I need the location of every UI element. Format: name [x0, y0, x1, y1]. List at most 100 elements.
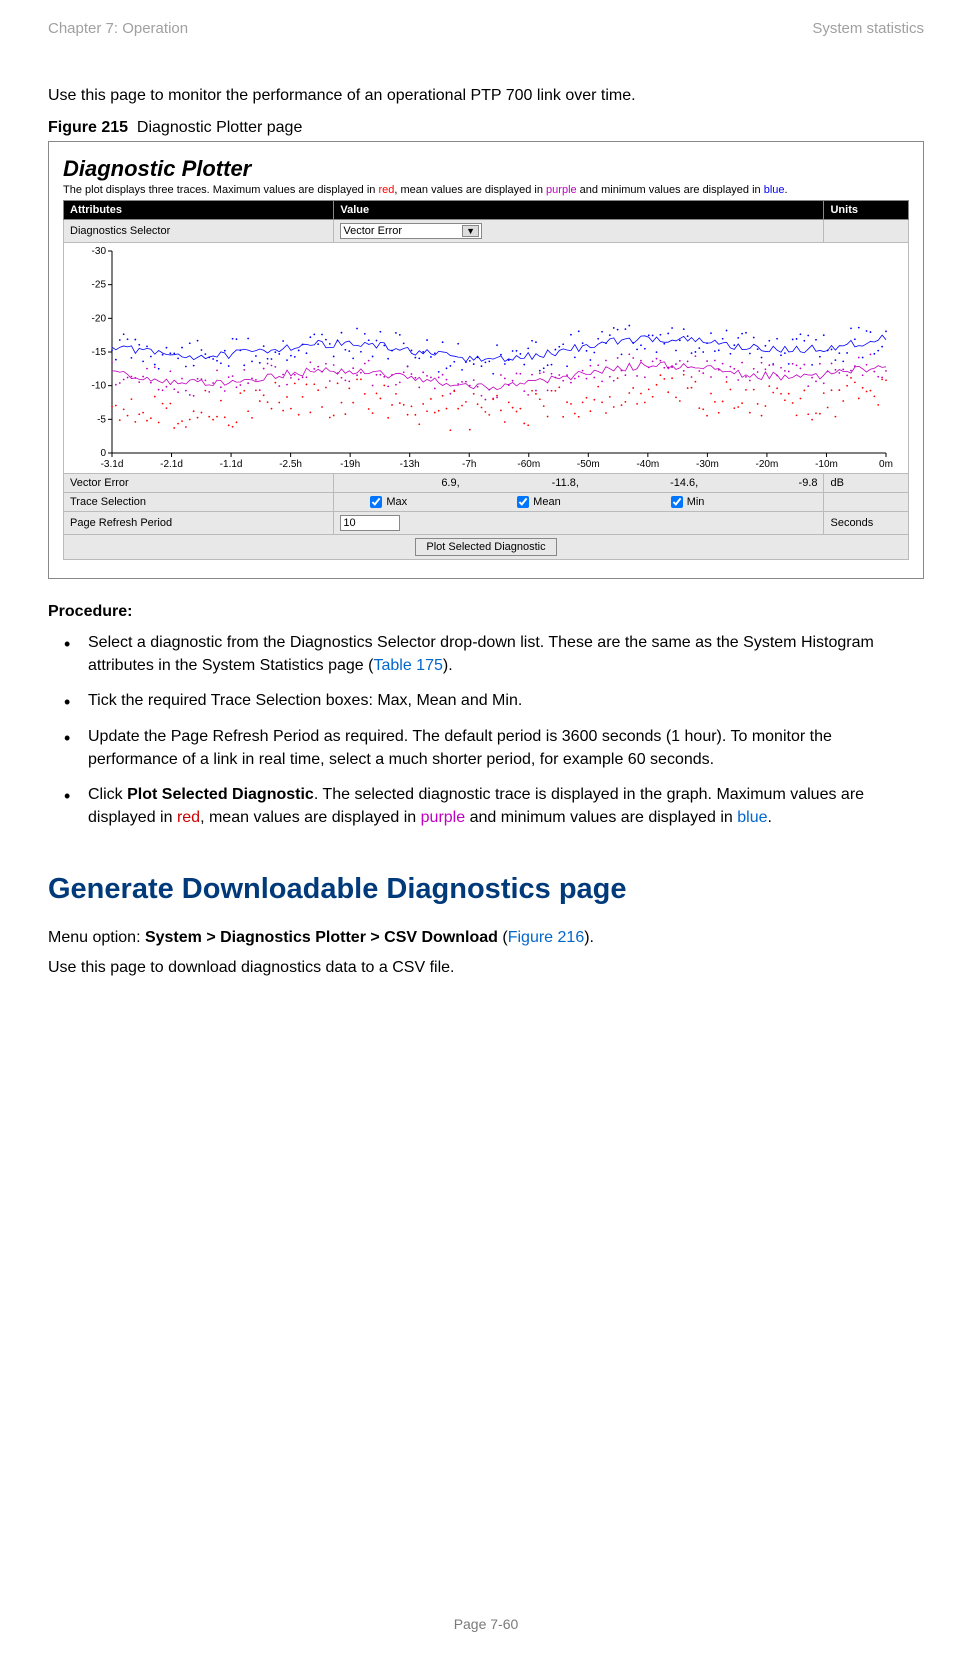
row-vector-error: Vector Error 6.9, -11.8, -14.6, -9.8 dB — [64, 474, 909, 493]
desc-red: red — [378, 184, 394, 196]
proc-item-4: Click Plot Selected Diagnostic. The sele… — [88, 783, 924, 829]
caret-down-icon: ▼ — [462, 225, 479, 237]
header-left: Chapter 7: Operation — [48, 20, 188, 37]
proc1-link[interactable]: Table 175 — [373, 657, 442, 674]
proc4-red: red — [177, 809, 200, 826]
th-attributes: Attributes — [64, 201, 334, 220]
vec-v1: 6.9, — [340, 477, 459, 489]
diag-selector-label: Diagnostics Selector — [64, 220, 334, 243]
chk-min-input[interactable] — [671, 496, 683, 508]
diag-selector-dropdown[interactable]: Vector Error ▼ — [340, 223, 482, 239]
proc4-pre: Click — [88, 786, 127, 803]
diag-selector-value: Vector Error — [343, 225, 402, 237]
vec-v4: -9.8 — [698, 477, 817, 489]
p1-bold: System > Diagnostics Plotter > CSV Downl… — [145, 929, 498, 946]
svg-text:-7h: -7h — [462, 459, 476, 470]
p1-pre: Menu option: — [48, 929, 145, 946]
refresh-units: Seconds — [824, 512, 909, 535]
chart-row: -30 -25 -20 -15 -10 -5 0-3.1d -2.1d -1.1d -2.5h -1… — [64, 243, 909, 474]
svg-text:-2.1d: -2.1d — [160, 459, 183, 470]
proc-item-3: Update the Page Refresh Period as requir… — [88, 725, 924, 771]
proc-item-1: Select a diagnostic from the Diagnostics… — [88, 631, 924, 677]
svg-text:0: 0 — [100, 448, 106, 459]
desc-mid2: and minimum values are displayed in — [577, 184, 764, 196]
proc4-mid2: , mean values are displayed in — [200, 809, 421, 826]
svg-text:-50m: -50m — [577, 459, 600, 470]
header-right: System statistics — [812, 20, 924, 37]
refresh-input[interactable] — [340, 515, 400, 531]
svg-text:-40m: -40m — [636, 459, 659, 470]
desc-blue: blue — [764, 184, 785, 196]
chart-cell: -30 -25 -20 -15 -10 -5 0-3.1d -2.1d -1.1d -2.5h -1… — [64, 243, 909, 474]
diag-chart: -30 -25 -20 -15 -10 -5 0-3.1d -2.1d -1.1d -2.5h -1… — [64, 243, 908, 473]
proc4-mid3: and minimum values are displayed in — [465, 809, 737, 826]
chk-mean-label: Mean — [533, 496, 561, 508]
plotter-desc: The plot displays three traces. Maximum … — [63, 184, 909, 196]
svg-text:-15: -15 — [92, 347, 107, 358]
th-value: Value — [334, 201, 824, 220]
section-p1: Menu option: System > Diagnostics Plotte… — [48, 926, 924, 950]
proc1-pre: Select a diagnostic from the Diagnostics… — [88, 634, 874, 674]
figure-caption: Figure 215 Diagnostic Plotter page — [48, 119, 924, 137]
p1-open: ( — [498, 929, 508, 946]
plot-btn-cell: Plot Selected Diagnostic — [64, 535, 909, 560]
trace-checks: Max Mean Min — [334, 493, 824, 512]
p1-link[interactable]: Figure 216 — [508, 929, 585, 946]
svg-text:-20m: -20m — [756, 459, 779, 470]
proc4-post2: . — [768, 809, 772, 826]
chk-mean[interactable]: Mean — [517, 496, 561, 508]
desc-post: . — [785, 184, 788, 196]
svg-text:-30: -30 — [92, 246, 107, 257]
svg-text:-3.1d: -3.1d — [101, 459, 124, 470]
procedure-list: Select a diagnostic from the Diagnostics… — [48, 631, 924, 829]
p1-close: ). — [584, 929, 594, 946]
chk-max-label: Max — [386, 496, 407, 508]
chk-mean-input[interactable] — [517, 496, 529, 508]
diag-table: Attributes Value Units Diagnostics Selec… — [63, 200, 909, 560]
vec-values: 6.9, -11.8, -14.6, -9.8 — [334, 474, 824, 493]
proc1-post: ). — [443, 657, 453, 674]
svg-text:-2.5h: -2.5h — [279, 459, 302, 470]
page-header: Chapter 7: Operation System statistics — [48, 20, 924, 37]
section-heading: Generate Downloadable Diagnostics page — [48, 873, 924, 906]
chk-max[interactable]: Max — [370, 496, 407, 508]
svg-text:0m: 0m — [879, 459, 893, 470]
svg-text:-5: -5 — [97, 414, 106, 425]
chk-min-label: Min — [687, 496, 705, 508]
desc-purple: purple — [546, 184, 577, 196]
diag-selector-cell: Vector Error ▼ — [334, 220, 824, 243]
row-diag-selector: Diagnostics Selector Vector Error ▼ — [64, 220, 909, 243]
desc-pre: The plot displays three traces. Maximum … — [63, 184, 378, 196]
vec-v3: -14.6, — [579, 477, 698, 489]
row-plot-btn: Plot Selected Diagnostic — [64, 535, 909, 560]
chk-min[interactable]: Min — [671, 496, 705, 508]
svg-text:-10m: -10m — [815, 459, 838, 470]
intro-text: Use this page to monitor the performance… — [48, 87, 924, 105]
proc4-bold: Plot Selected Diagnostic — [127, 786, 314, 803]
desc-mid1: , mean values are displayed in — [394, 184, 546, 196]
svg-text:-10: -10 — [92, 381, 107, 392]
vec-v2: -11.8, — [460, 477, 579, 489]
row-refresh: Page Refresh Period Seconds — [64, 512, 909, 535]
refresh-value-cell — [334, 512, 824, 535]
svg-text:-20: -20 — [92, 313, 107, 324]
figure-caption-text: Diagnostic Plotter page — [137, 119, 302, 136]
svg-text:-1.1d: -1.1d — [220, 459, 243, 470]
diag-header-row: Attributes Value Units — [64, 201, 909, 220]
figure-label: Figure 215 — [48, 119, 128, 136]
vec-label: Vector Error — [64, 474, 334, 493]
plot-selected-button[interactable]: Plot Selected Diagnostic — [415, 538, 556, 556]
th-units: Units — [824, 201, 909, 220]
svg-text:-25: -25 — [92, 280, 107, 291]
refresh-label: Page Refresh Period — [64, 512, 334, 535]
chk-max-input[interactable] — [370, 496, 382, 508]
svg-text:-19h: -19h — [340, 459, 360, 470]
svg-text:-60m: -60m — [517, 459, 540, 470]
procedure-heading: Procedure: — [48, 603, 924, 621]
vec-units: dB — [824, 474, 909, 493]
svg-text:-30m: -30m — [696, 459, 719, 470]
row-trace-selection: Trace Selection Max Mean Min — [64, 493, 909, 512]
plotter-screenshot: Diagnostic Plotter The plot displays thr… — [48, 141, 924, 579]
proc4-purple: purple — [421, 809, 465, 826]
diag-selector-units — [824, 220, 909, 243]
